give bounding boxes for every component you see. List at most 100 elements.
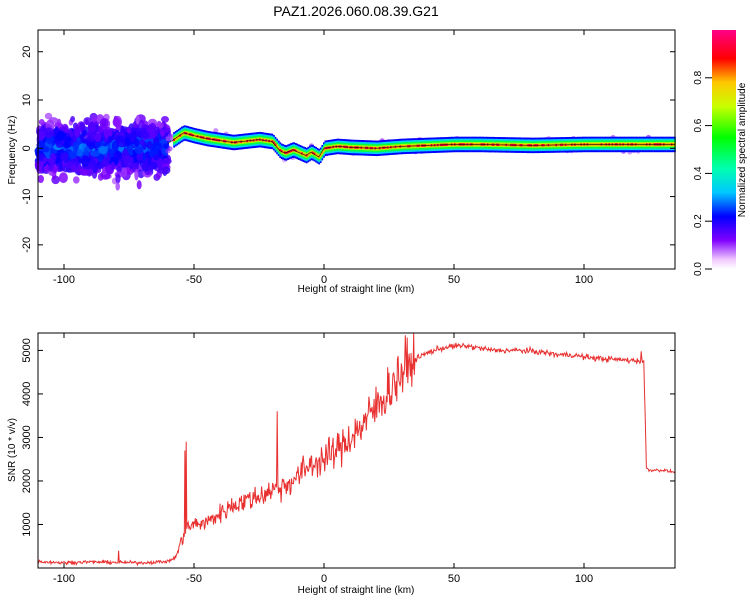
heatmap-noise-cell	[113, 115, 122, 128]
heatmap-noise-cell	[97, 126, 102, 134]
heatmap-noise-cell	[88, 142, 95, 150]
heatmap-band-cell	[323, 148, 325, 152]
heatmap-noise-cell	[76, 136, 81, 145]
heatmap-noise-cell	[90, 150, 100, 157]
heatmap-noise-cell	[116, 165, 122, 174]
heatmap-noise-cell	[141, 164, 150, 172]
snr-x-tick-label: 50	[448, 573, 460, 585]
heatmap-noise-cell	[70, 116, 75, 123]
heatmap-noise-cell	[58, 172, 68, 184]
spectrogram-x-label: Height of straight line (km)	[298, 284, 415, 295]
heatmap-noise-cell	[161, 158, 172, 165]
snr-x-tick-label: 0	[321, 573, 327, 585]
heatmap-band-cell	[282, 150, 285, 154]
heatmap-noise-cell	[114, 150, 122, 158]
heatmap-noise-cell	[153, 126, 160, 135]
heatmap-band-cell	[273, 141, 275, 144]
spectrogram-x-tick-label: 0	[321, 274, 327, 286]
heatmap-noise-cell	[106, 152, 111, 163]
heatmap-band-cell	[298, 150, 300, 154]
heatmap-band-cell	[315, 153, 317, 156]
heatmap-noise-cell	[95, 132, 102, 143]
heatmap-noise-cell	[81, 155, 90, 168]
heatmap-band-cell	[305, 154, 308, 157]
heatmap-band-cell	[182, 132, 185, 135]
snr-x-tick-label: 100	[575, 573, 593, 585]
heatmap-noise-cell	[72, 141, 79, 154]
heatmap-noise-cell	[160, 128, 165, 137]
snr-y-tick-label: 3000	[21, 425, 33, 449]
figure-title: PAZ1.2026.060.08.39.G21	[273, 3, 439, 19]
heatmap-noise-cell	[115, 182, 120, 191]
heatmap-band-cell	[277, 147, 280, 150]
heatmap-noise-cell	[140, 131, 150, 139]
heatmap-noise-cell	[157, 167, 167, 174]
heatmap-noise-cell	[110, 161, 116, 171]
heatmap-noise-cell	[126, 168, 134, 175]
heatmap-band-cell	[284, 151, 286, 154]
heatmap-band-cell	[274, 143, 277, 146]
heatmap-noise-cell	[98, 145, 108, 154]
heatmap-band-cell	[294, 149, 297, 152]
heatmap-noise-cell	[52, 163, 58, 174]
snr-plot-area	[38, 333, 675, 568]
spectrogram-y-tick-label: 0	[21, 145, 33, 151]
heatmap-noise-cell	[50, 152, 56, 164]
spectrogram-y-tick-label: 20	[21, 46, 33, 58]
heatmap-band-cell	[174, 137, 177, 140]
heatmap-noise-cell	[55, 141, 64, 148]
heatmap-noise-cell	[90, 157, 96, 165]
heatmap-noise-cell	[49, 163, 54, 172]
heatmap-noise-cell	[134, 168, 139, 181]
heatmap-noise-cell	[135, 114, 140, 125]
spectrogram-frame	[37, 29, 676, 270]
heatmap-band-cell	[176, 136, 179, 139]
heatmap-noise-cell	[153, 154, 160, 161]
heatmap-band-cell	[271, 140, 274, 143]
heatmap-band-cell	[173, 138, 175, 141]
spectrogram-y-tick-label: -20	[21, 237, 33, 253]
heatmap-band-cell	[299, 151, 302, 154]
heatmap-noise-cell	[60, 152, 69, 162]
heatmap-noise-cell	[38, 119, 45, 126]
heatmap-band-cell	[301, 152, 303, 155]
heatmap-noise-cell	[58, 160, 63, 171]
snr-y-tick-label: 4000	[21, 382, 33, 406]
spectrogram-y-axis: -20 -10 0 10 20	[21, 46, 675, 253]
heatmap-noise-cell	[114, 135, 125, 143]
heatmap-noise-cell	[120, 125, 125, 133]
heatmap-noise-cell	[152, 141, 162, 151]
colorbar: 0.0 0.2 0.4 0.6 0.8 Normalized spectral ampl…	[693, 30, 748, 276]
heatmap-noise-cell	[37, 130, 45, 141]
heatmap-noise-cell	[73, 176, 80, 184]
heatmap-band-cell	[279, 148, 282, 152]
colorbar-tick-label: 0.8	[693, 70, 704, 84]
heatmap-noise-cell	[161, 116, 169, 123]
snr-series-line	[37, 332, 676, 567]
heatmap-noise-cell	[134, 146, 144, 155]
heatmap-noise-cell	[44, 112, 53, 120]
colorbar-ticks: 0.0 0.2 0.4 0.6 0.8	[693, 70, 712, 276]
heatmap-noise-cell	[137, 169, 145, 179]
snr-y-tick-label: 1000	[21, 512, 33, 536]
spectrogram-y-tick-label: -10	[21, 189, 33, 205]
heatmap-noise-cell	[57, 118, 62, 129]
colorbar-tick-label: 0.4	[693, 166, 704, 180]
heatmap-noise-cell	[44, 127, 54, 139]
heatmap-noise-cell	[107, 135, 113, 142]
heatmap-noise-cell	[161, 147, 167, 155]
heatmap-halo-cell	[167, 146, 173, 152]
spectrogram-x-tick-label: -50	[186, 274, 202, 286]
heatmap-noise-cell	[146, 141, 153, 149]
spectrogram-x-tick-label: -100	[53, 274, 75, 286]
snr-x-tick-label: -50	[186, 573, 202, 585]
heatmap-band-cell	[313, 152, 316, 155]
colorbar-tick-label: 0.2	[693, 214, 704, 228]
heatmap-noise-cell	[136, 180, 142, 190]
heatmap-band-cell	[177, 135, 180, 138]
snr-x-label: Height of straight line (km)	[298, 585, 415, 596]
heatmap-noise-cell	[126, 127, 131, 134]
heatmap-center-line	[167, 132, 675, 158]
